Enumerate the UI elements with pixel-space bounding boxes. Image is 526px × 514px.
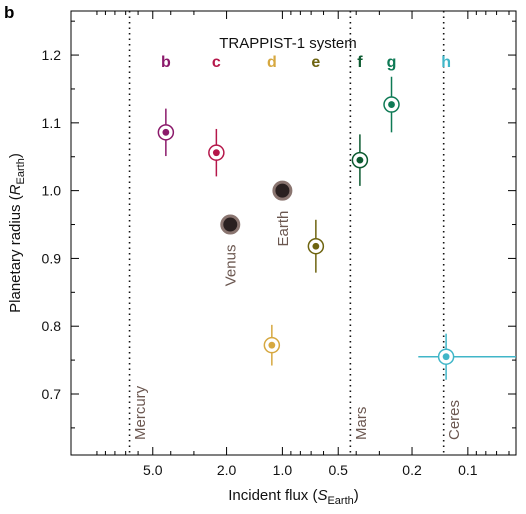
planet-dot-b <box>162 128 170 136</box>
y-tick-label: 1.0 <box>42 183 62 199</box>
y-tick-label: 0.8 <box>42 318 62 334</box>
y-tick-label: 0.9 <box>42 250 62 266</box>
planet-dot-g <box>388 101 395 108</box>
planet-letters: b c d e f g h <box>161 54 451 71</box>
solar-planet-venus <box>220 214 241 235</box>
reference-label-ceres: Ceres <box>446 400 463 440</box>
x-tick-label: 2.0 <box>217 462 237 478</box>
x-tick-label: 5.0 <box>143 462 163 478</box>
y-axis-title: Planetary radius (REarth) <box>7 153 27 313</box>
y-tick-label: 1.1 <box>42 115 62 131</box>
y-tick-label: 1.2 <box>42 47 62 63</box>
planet-dot-c <box>212 149 220 157</box>
x-tick-label: 0.1 <box>458 462 478 478</box>
data-points: Venus Earth <box>157 96 455 365</box>
planet-letter-f: f <box>357 54 363 71</box>
solar-label-venus: Venus <box>223 245 240 287</box>
planet-dot-h <box>442 353 450 361</box>
x-tick-label: 1.0 <box>273 462 293 478</box>
planet-letter-b: b <box>161 54 171 71</box>
y-tick-label: 0.7 <box>42 386 62 402</box>
x-tick-label: 0.5 <box>328 462 348 478</box>
x-axis-title: Incident flux (SEarth) <box>228 487 359 507</box>
planet-letter-c: c <box>212 54 221 71</box>
planet-letter-e: e <box>311 54 320 71</box>
reference-label-mars: Mars <box>353 407 370 440</box>
x-tick-label: 0.2 <box>402 462 422 478</box>
axis-ticks: 5.0 2.0 1.0 0.5 0.2 0.1 0.7 0.8 0.9 1.0 1.1 1.2 <box>42 11 516 478</box>
chart-title: TRAPPIST-1 system <box>219 35 357 52</box>
planet-dot-d <box>268 341 276 349</box>
error-bars <box>165 76 516 380</box>
planet-letter-d: d <box>267 54 277 71</box>
planet-letter-h: h <box>441 54 451 71</box>
planet-dot-f <box>356 156 364 164</box>
reference-lines: Mercury Mars Ceres <box>128 11 463 455</box>
solar-label-earth: Earth <box>275 211 292 247</box>
reference-label-mercury: Mercury <box>132 385 149 440</box>
plot-frame <box>70 10 517 456</box>
solar-planet-earth <box>272 180 293 201</box>
panel-letter: b <box>4 3 14 22</box>
planet-letter-g: g <box>387 54 397 71</box>
planet-dot-e <box>312 242 320 250</box>
